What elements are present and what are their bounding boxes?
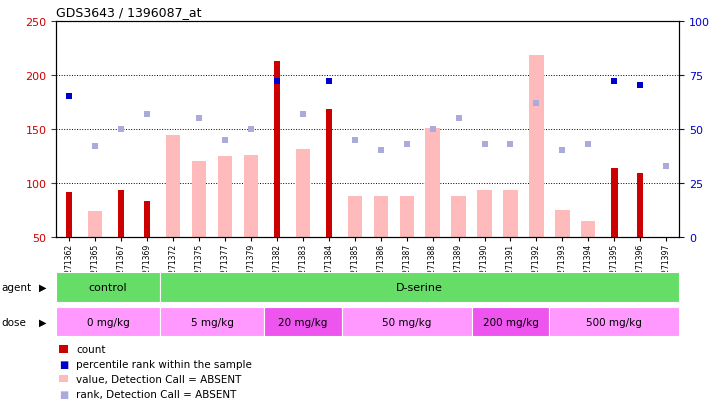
Text: value, Detection Call = ABSENT: value, Detection Call = ABSENT	[76, 374, 242, 384]
Bar	[399, 197, 414, 237]
Bar	[192, 162, 206, 237]
Bar	[348, 197, 362, 237]
Bar	[659, 237, 673, 283]
Text: agent: agent	[1, 282, 32, 292]
Text: D-serine: D-serine	[396, 282, 443, 292]
Text: 0 mg/kg: 0 mg/kg	[87, 317, 130, 327]
Bar	[373, 197, 388, 237]
Bar	[529, 56, 544, 237]
Bar	[56, 307, 160, 337]
Bar	[88, 211, 102, 237]
Text: dose: dose	[1, 317, 27, 327]
Text: GDS3643 / 1396087_at: GDS3643 / 1396087_at	[56, 6, 202, 19]
Text: ■: ■	[59, 389, 68, 399]
Text: count: count	[76, 344, 106, 354]
Bar	[144, 202, 150, 237]
Bar	[581, 221, 596, 237]
Bar	[451, 197, 466, 237]
Bar	[56, 273, 160, 302]
Bar	[118, 191, 124, 237]
Bar	[342, 307, 472, 337]
Text: 500 mg/kg: 500 mg/kg	[586, 317, 642, 327]
Bar	[66, 192, 72, 237]
Text: ▶: ▶	[39, 317, 46, 327]
Text: 20 mg/kg: 20 mg/kg	[278, 317, 327, 327]
Bar	[611, 169, 617, 237]
Bar	[166, 136, 180, 237]
Bar	[244, 155, 258, 237]
Text: ▶: ▶	[39, 282, 46, 292]
Text: rank, Detection Call = ABSENT: rank, Detection Call = ABSENT	[76, 389, 236, 399]
Bar	[637, 174, 643, 237]
Bar	[503, 191, 518, 237]
Bar	[549, 307, 679, 337]
Bar	[274, 62, 280, 237]
Bar	[296, 150, 310, 237]
Bar	[477, 191, 492, 237]
Text: percentile rank within the sample: percentile rank within the sample	[76, 359, 252, 369]
Bar	[264, 307, 342, 337]
Text: 5 mg/kg: 5 mg/kg	[190, 317, 234, 327]
Text: 200 mg/kg: 200 mg/kg	[482, 317, 539, 327]
Bar	[160, 307, 264, 337]
Text: ■: ■	[59, 359, 68, 369]
Bar	[555, 211, 570, 237]
Bar	[218, 157, 232, 237]
Bar	[425, 128, 440, 237]
Bar	[160, 273, 679, 302]
Text: 50 mg/kg: 50 mg/kg	[382, 317, 431, 327]
Bar	[472, 307, 549, 337]
Bar	[326, 110, 332, 237]
Text: control: control	[89, 282, 128, 292]
